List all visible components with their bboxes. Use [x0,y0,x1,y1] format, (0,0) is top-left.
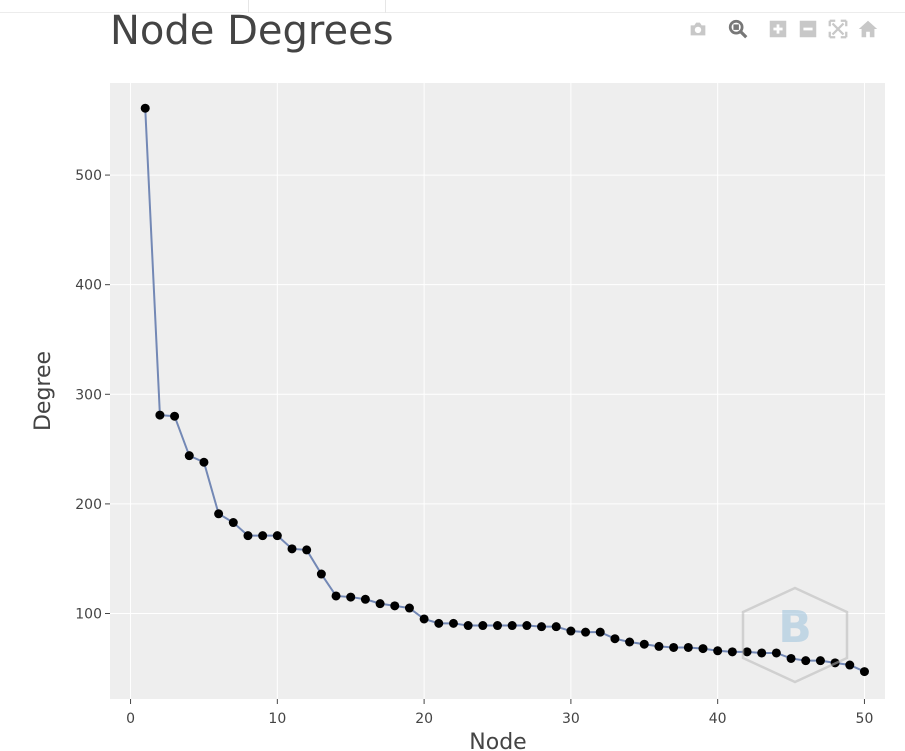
data-point [654,641,664,651]
data-point [713,646,723,656]
data-point [214,509,224,519]
data-point [625,637,635,647]
x-tick-label: 0 [126,711,135,727]
y-tick-label: 400 [75,278,102,294]
home-icon[interactable] [855,16,881,42]
data-point [478,621,488,631]
data-point [537,622,547,632]
data-point [771,648,781,658]
data-point [639,639,649,649]
data-point [228,518,238,528]
y-tick-label: 100 [75,607,102,623]
data-point [683,642,693,652]
data-point [859,667,869,677]
tab-edge [248,0,386,13]
x-axis-title: Node [469,730,526,751]
x-tick-label: 30 [562,711,580,727]
svg-text:B: B [778,602,812,653]
data-point [801,656,811,666]
y-tick-label: 200 [75,497,102,513]
series-points-group [140,103,869,677]
chart-title: Node Degrees [110,8,394,54]
data-point [287,544,297,554]
data-point [815,656,825,666]
data-point [331,591,341,601]
data-point [845,660,855,670]
data-point [155,410,165,420]
data-point [448,618,458,628]
data-point [507,621,517,631]
data-point [140,103,150,113]
data-point [757,648,767,658]
data-point [698,644,708,654]
data-point [360,594,370,604]
zoom-in-icon[interactable] [765,16,791,42]
zoom-icon[interactable] [725,16,751,42]
camera-icon[interactable] [685,16,711,42]
data-point [522,621,532,631]
data-point [669,642,679,652]
top-divider [0,12,905,13]
y-tick-label: 500 [75,168,102,184]
data-point [727,647,737,657]
data-point [493,621,502,631]
data-point [170,411,180,421]
data-point [463,621,473,631]
data-point [595,627,605,637]
plot-area[interactable] [110,83,885,699]
data-point [404,603,414,613]
data-point [390,601,400,611]
x-tick-label: 10 [268,711,286,727]
zoom-out-icon[interactable] [795,16,821,42]
data-point [258,531,268,541]
data-point [184,451,194,461]
y-tick-labels: 100 200 300 400 500 [75,168,110,623]
autoscale-icon[interactable] [825,16,851,42]
data-point [346,592,356,602]
data-point [551,622,561,632]
data-point [581,627,591,637]
y-gridlines [110,174,885,615]
data-point [434,618,444,628]
y-tick-label: 300 [75,387,102,403]
data-point [786,653,796,663]
data-point [742,647,752,657]
data-point [302,545,312,555]
x-tick-label: 20 [415,711,433,727]
y-axis-title: Degree [31,351,56,431]
data-point [610,634,620,644]
data-point [566,626,576,636]
x-gridlines [130,83,865,699]
data-point [199,457,209,467]
data-point [316,569,326,579]
data-point [375,599,385,609]
x-tick-label: 40 [709,711,727,727]
watermark-logo: B [741,586,849,684]
data-point [272,531,282,541]
data-point [419,614,429,624]
x-tick-labels: 0 10 20 30 40 50 [126,699,873,727]
x-tick-label: 50 [856,711,874,727]
data-point [243,531,253,541]
